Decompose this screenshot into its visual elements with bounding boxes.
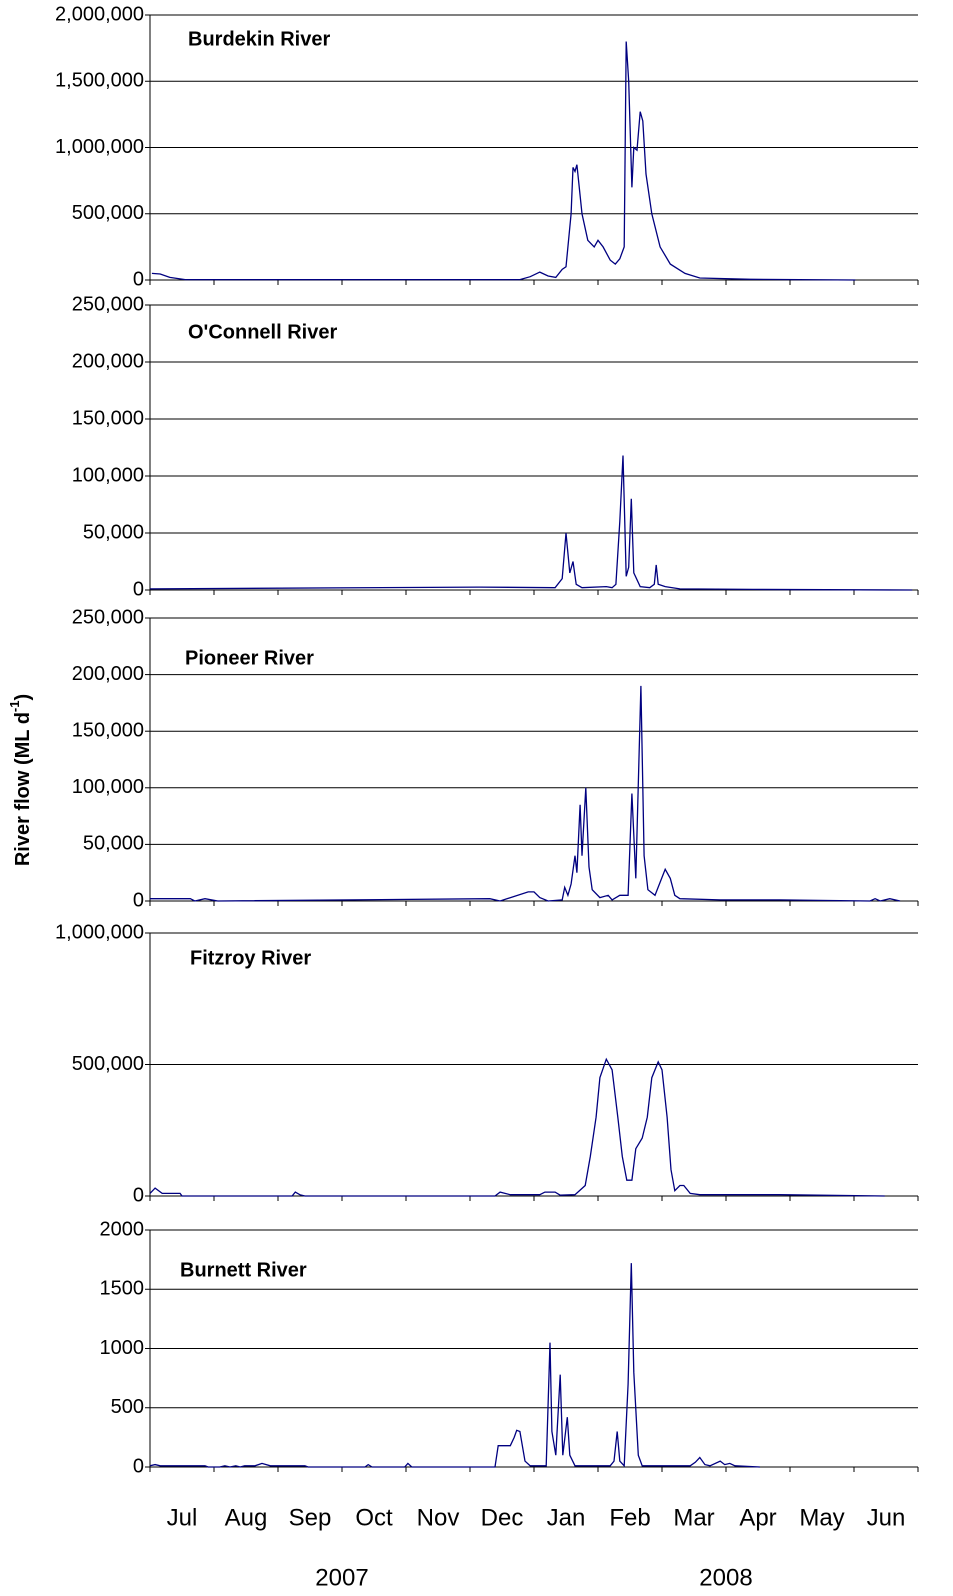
y-tick-label: 250,000	[72, 293, 144, 315]
y-tick-label: 500	[111, 1396, 144, 1418]
flow-line	[149, 455, 913, 591]
x-tick-label: Aug	[225, 1504, 268, 1531]
flow-line	[150, 685, 901, 902]
x-tick-label: Apr	[739, 1504, 776, 1531]
y-axis-label: River flow (ML d-1)	[7, 694, 34, 866]
panel-title: Fitzroy River	[190, 947, 311, 969]
y-tick-label: 2,000,000	[55, 3, 144, 25]
y-tick-label: 1,500,000	[55, 70, 144, 92]
y-tick-label: 0	[133, 1455, 144, 1477]
x-tick-label: Jul	[167, 1504, 198, 1531]
y-tick-label: 150,000	[72, 407, 144, 429]
flow-line	[149, 1263, 760, 1468]
flow-line	[151, 41, 856, 281]
y-tick-label: 0	[133, 578, 144, 600]
y-label-sup: -1	[7, 701, 22, 713]
y-tick-label: 1,000,000	[55, 921, 144, 943]
y-tick-label: 0	[133, 268, 144, 290]
panel-title: O'Connell River	[188, 321, 337, 343]
y-tick-label: 1500	[100, 1278, 145, 1300]
x-tick-label: Mar	[673, 1504, 714, 1531]
y-tick-label: 0	[133, 1184, 144, 1206]
y-tick-label: 250,000	[72, 606, 144, 628]
y-tick-label: 1,000,000	[55, 136, 144, 158]
panel-title: Pioneer River	[185, 647, 314, 669]
x-tick-label: Nov	[417, 1504, 460, 1531]
x-tick-label: May	[799, 1504, 844, 1531]
y-tick-label: 1000	[100, 1337, 145, 1359]
x-tick-label: Oct	[355, 1504, 393, 1531]
x-tick-label: Dec	[481, 1504, 524, 1531]
x-tick-label: Feb	[609, 1504, 650, 1531]
y-tick-label: 200,000	[72, 350, 144, 372]
y-tick-label: 500,000	[72, 1053, 144, 1075]
y-tick-label: 2000	[100, 1218, 145, 1240]
y-tick-label: 0	[133, 889, 144, 911]
x-tick-label: Jan	[547, 1504, 586, 1531]
y-tick-label: 50,000	[83, 521, 144, 543]
panel-title: Burnett River	[180, 1259, 307, 1281]
y-tick-label: 50,000	[83, 833, 144, 855]
y-label-text: River flow (ML d	[12, 712, 34, 866]
x-tick-label: Sep	[289, 1504, 332, 1531]
x-tick-label: Jun	[867, 1504, 906, 1531]
year-label: 2008	[699, 1564, 752, 1591]
flow-line	[149, 1057, 885, 1197]
y-tick-label: 100,000	[72, 776, 144, 798]
y-tick-label: 200,000	[72, 663, 144, 685]
panel-title: Burdekin River	[188, 28, 330, 50]
y-tick-label: 500,000	[72, 202, 144, 224]
year-label: 2007	[315, 1564, 368, 1591]
y-label-end: )	[12, 694, 34, 701]
y-tick-label: 100,000	[72, 464, 144, 486]
y-tick-label: 150,000	[72, 719, 144, 741]
